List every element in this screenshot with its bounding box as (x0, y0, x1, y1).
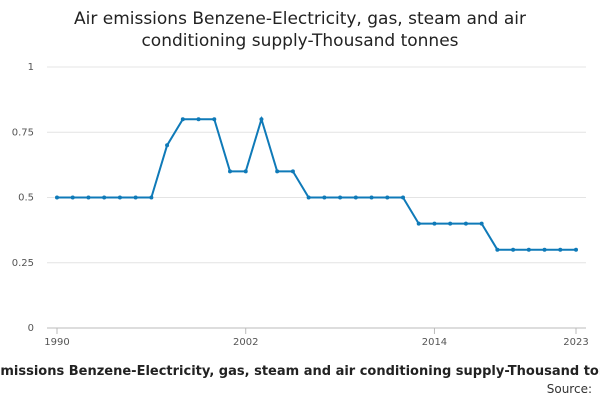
y-tick-label: 0.5 (18, 193, 34, 204)
point (117, 195, 122, 200)
x-tick-label: 2023 (563, 337, 588, 348)
point (511, 247, 516, 252)
point (212, 117, 217, 122)
point (338, 195, 343, 200)
point (495, 247, 500, 252)
point (353, 195, 358, 200)
point (416, 221, 421, 226)
point (55, 195, 59, 200)
point (86, 195, 91, 200)
point (558, 247, 563, 252)
point (275, 169, 280, 174)
point (369, 195, 374, 200)
point (385, 195, 390, 200)
y-tick-label: 0.75 (12, 127, 34, 138)
point (432, 221, 437, 226)
x-tick-label: 1990 (44, 337, 69, 348)
point (574, 247, 578, 252)
x-tick-label: 2014 (422, 337, 447, 348)
point (448, 221, 453, 226)
point (479, 221, 484, 226)
point (243, 169, 248, 174)
point (102, 195, 107, 200)
point (149, 195, 154, 200)
x-tick-label: 2002 (233, 337, 258, 348)
point (165, 143, 170, 148)
point (542, 247, 547, 252)
point (259, 117, 264, 122)
point (180, 117, 185, 122)
point (401, 195, 405, 200)
point (228, 169, 232, 174)
point (70, 195, 75, 200)
y-tick-label: 0.25 (12, 258, 34, 269)
y-tick-label: 0 (28, 323, 34, 334)
point (133, 195, 138, 200)
line (57, 115, 576, 251)
footer-title: Air emissions Benzene-Electricity, gas, … (0, 364, 600, 379)
point (196, 117, 201, 122)
chart-title: Air emissions Benzene-Electricity, gas, … (73, 9, 526, 51)
point (290, 169, 295, 174)
point (463, 221, 468, 226)
source: Source: (546, 382, 592, 396)
point (322, 195, 327, 200)
y-tick-label: 1 (28, 62, 34, 73)
point (306, 195, 311, 200)
point (526, 247, 531, 252)
